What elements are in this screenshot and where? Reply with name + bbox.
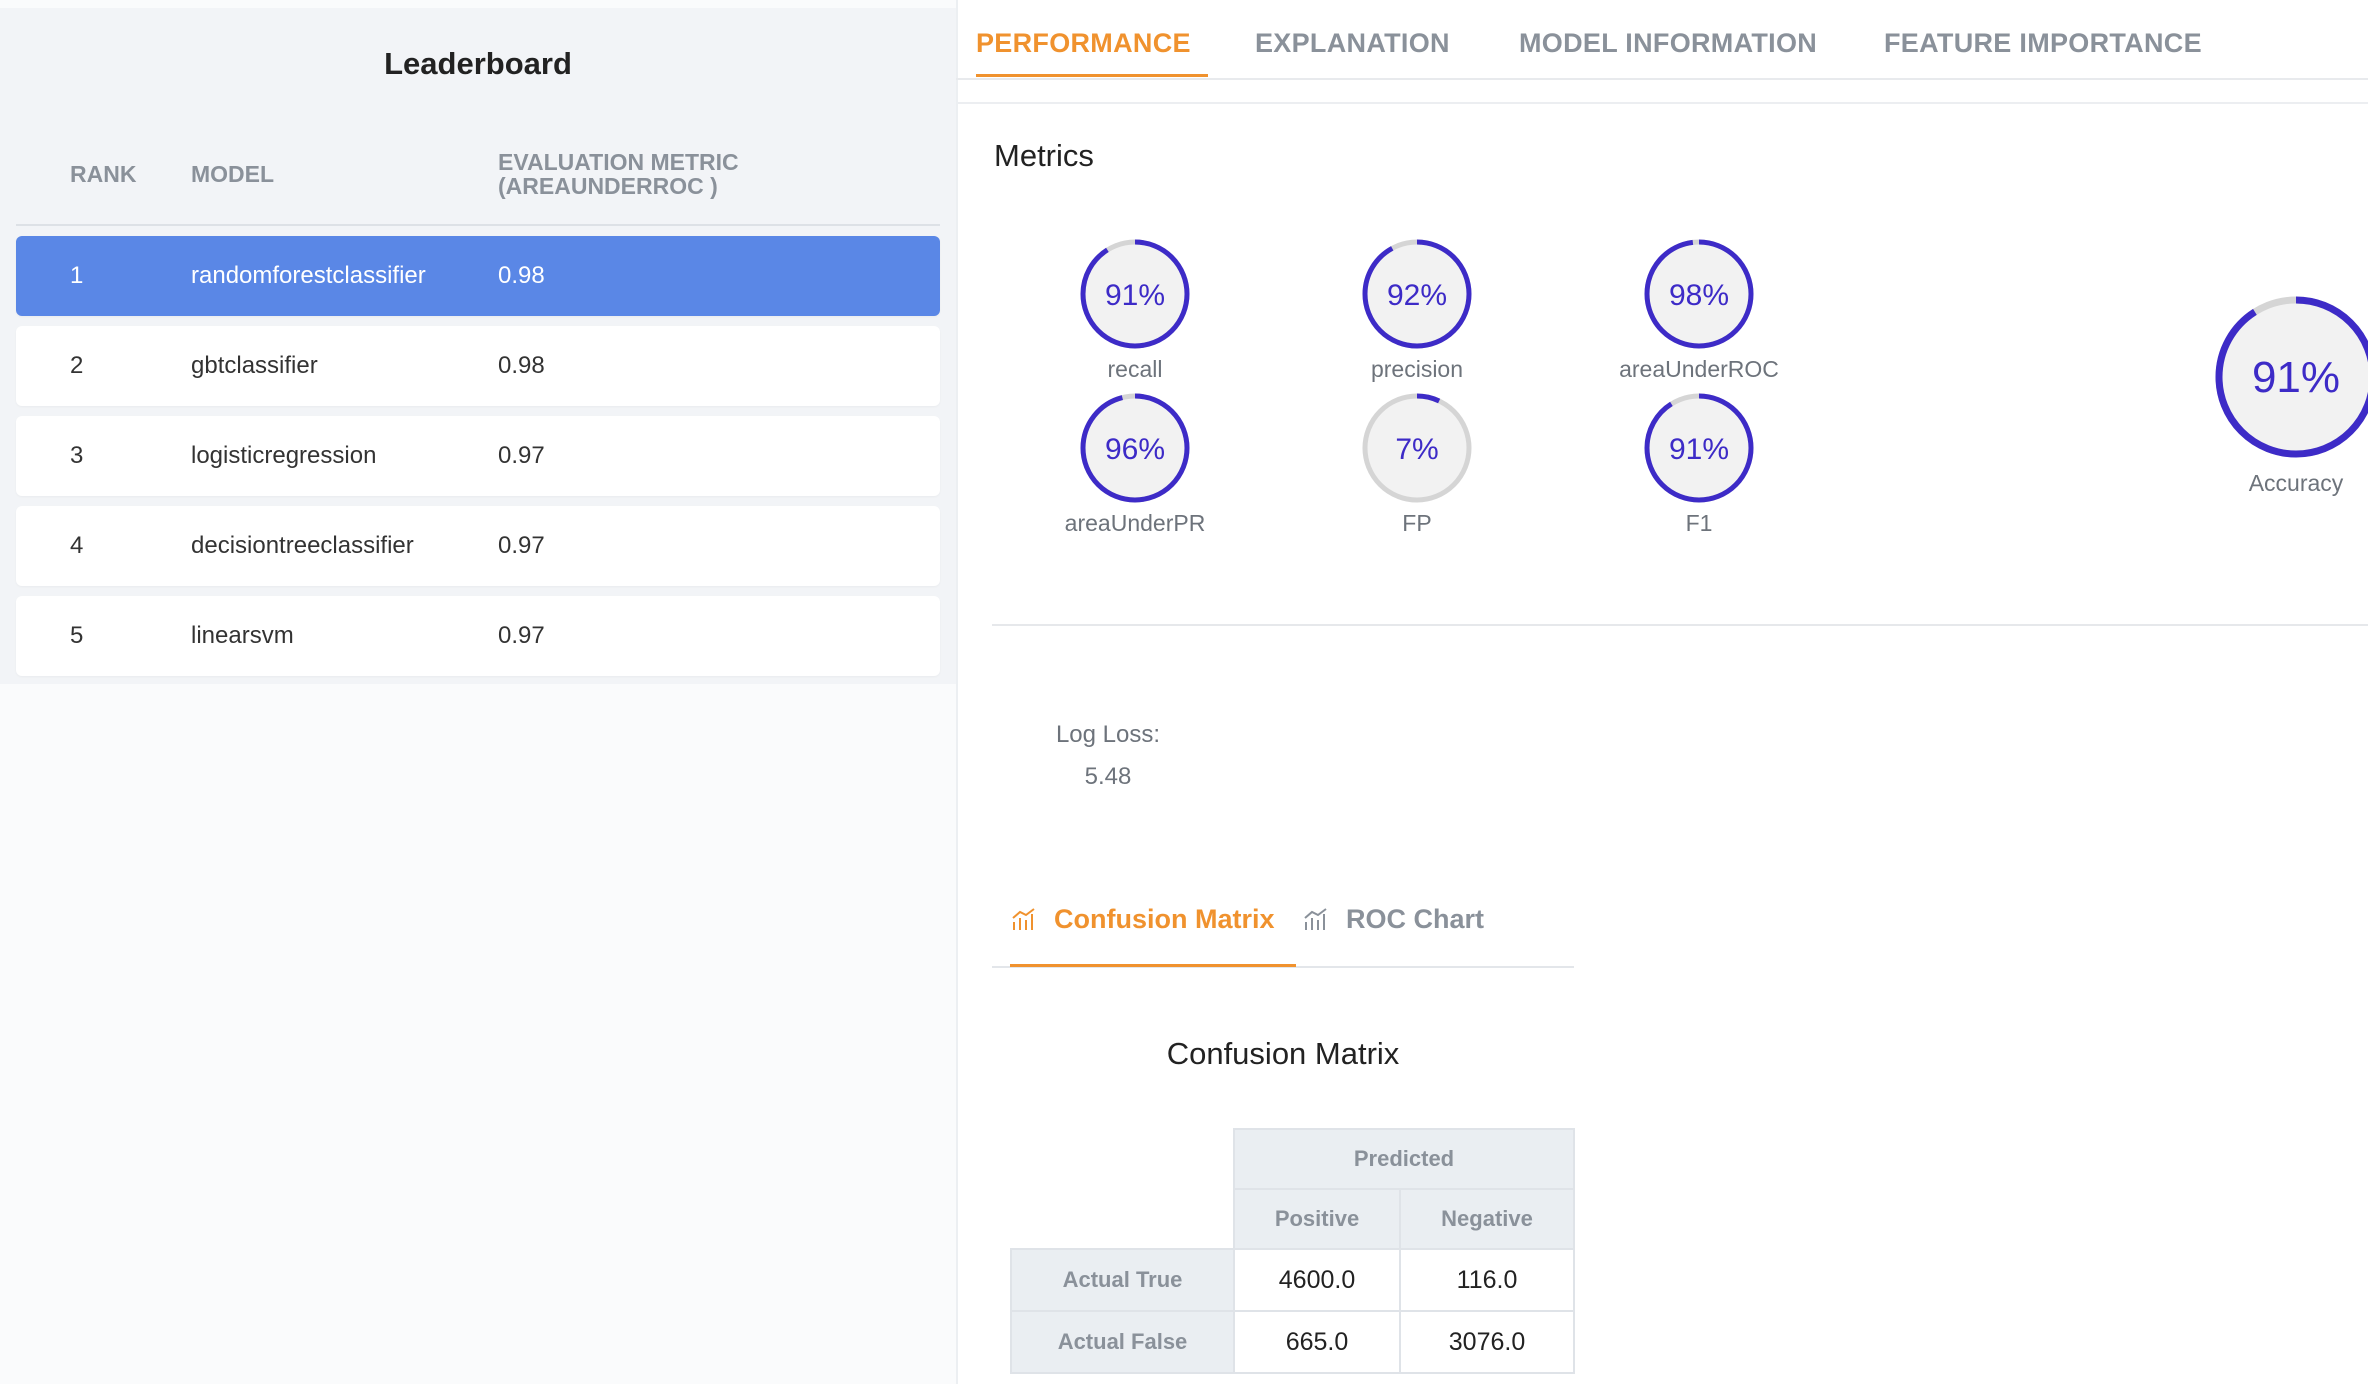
- cm-col-header: Positive: [1233, 1188, 1401, 1250]
- row-rank: 2: [70, 352, 84, 379]
- row-model: decisiontreeclassifier: [191, 532, 414, 559]
- header-metric-line2: (AREAUNDERROC ): [498, 173, 718, 199]
- chart-subtabs: Confusion Matrix ROC Chart: [992, 894, 1574, 968]
- cm-row-header: Actual False: [1010, 1310, 1235, 1374]
- gauge-ring: 92%: [1362, 239, 1472, 349]
- log-loss: Log Loss: 5.48: [1028, 714, 1188, 798]
- gauge-value: 98%: [1669, 279, 1729, 312]
- log-loss-value: 5.48: [1084, 763, 1132, 790]
- metric-gauge-accuracy: 91% Accuracy: [2176, 294, 2368, 497]
- leaderboard-title: Leaderboard: [384, 46, 572, 81]
- header-metric-line1: EVALUATION METRIC: [498, 149, 739, 175]
- cm-predicted-header: Predicted: [1233, 1128, 1575, 1190]
- row-model: gbtclassifier: [191, 352, 318, 379]
- row-metric: 0.97: [498, 532, 545, 559]
- log-loss-label: Log Loss:: [1055, 721, 1161, 748]
- row-metric: 0.98: [498, 262, 545, 289]
- cm-empty-cell: [1011, 1189, 1234, 1249]
- cm-cell: 3076.0: [1399, 1310, 1575, 1374]
- cm-cell: 116.0: [1399, 1248, 1575, 1312]
- gauge-value: 92%: [1387, 279, 1447, 312]
- tab-performance[interactable]: PERFORMANCE: [976, 28, 1191, 58]
- row-model: randomforestclassifier: [191, 262, 426, 289]
- row-model: linearsvm: [191, 622, 294, 649]
- leaderboard-row[interactable]: 4 decisiontreeclassifier 0.97: [16, 506, 940, 586]
- confusion-matrix-title: Confusion Matrix: [1166, 1036, 1400, 1071]
- gauge-label: areaUnderROC: [1619, 356, 1779, 382]
- subtab-roc-chart[interactable]: ROC Chart: [1302, 904, 1484, 935]
- gauge-ring: 91%: [2215, 296, 2368, 458]
- row-rank: 1: [70, 262, 84, 289]
- header-rank: RANK: [70, 161, 137, 187]
- gauge-value: 91%: [1105, 279, 1165, 312]
- gauge-value: 91%: [1669, 433, 1729, 466]
- bar-chart-icon: [1304, 907, 1327, 930]
- gauge-ring: 96%: [1080, 393, 1190, 503]
- metric-gauge-areaunderpr: 96% areaUnderPR: [1035, 390, 1235, 537]
- row-rank: 5: [70, 622, 84, 649]
- subtab-confusion-matrix[interactable]: Confusion Matrix: [1010, 904, 1275, 935]
- metric-gauge-fp: 7% FP: [1317, 390, 1517, 537]
- leaderboard-header: RANK MODEL EVALUATION METRIC (AREAUNDERR…: [16, 114, 940, 226]
- row-model: logisticregression: [191, 442, 377, 469]
- row-metric: 0.97: [498, 442, 545, 469]
- row-metric: 0.97: [498, 622, 545, 649]
- cm-cell: 665.0: [1233, 1310, 1401, 1374]
- gauge-label: areaUnderPR: [1064, 510, 1206, 536]
- subtab-label: ROC Chart: [1346, 904, 1485, 934]
- gauge-ring: 7%: [1362, 393, 1472, 503]
- gauge-label: FP: [1402, 510, 1432, 536]
- metric-gauge-recall: 91% recall: [1035, 236, 1235, 383]
- cm-row-header: Actual True: [1010, 1248, 1235, 1312]
- header-model: MODEL: [191, 161, 275, 187]
- leaderboard-panel: Leaderboard RANK MODEL EVALUATION METRIC…: [0, 0, 958, 1384]
- gauge-ring: 98%: [1644, 239, 1754, 349]
- cm-col-header: Negative: [1399, 1188, 1575, 1250]
- leaderboard-row[interactable]: 1 randomforestclassifier 0.98: [16, 236, 940, 316]
- tab-explanation[interactable]: EXPLANATION: [1255, 28, 1450, 58]
- cm-empty-cell: [1011, 1129, 1234, 1189]
- active-tab-indicator: [976, 74, 1208, 77]
- gauge-value: 96%: [1105, 433, 1165, 466]
- active-subtab-indicator: [1010, 964, 1296, 967]
- tab-feature-importance[interactable]: FEATURE IMPORTANCE: [1884, 28, 2202, 58]
- tab-model-information[interactable]: MODEL INFORMATION: [1519, 28, 1818, 58]
- row-rank: 4: [70, 532, 84, 559]
- leaderboard-row[interactable]: 2 gbtclassifier 0.98: [16, 326, 940, 406]
- gauge-label: precision: [1370, 356, 1464, 382]
- cm-cell: 4600.0: [1233, 1248, 1401, 1312]
- header-metric: EVALUATION METRIC (AREAUNDERROC ): [498, 150, 739, 198]
- gauge-value: 91%: [2252, 353, 2340, 402]
- gauge-label: recall: [1107, 356, 1163, 382]
- row-rank: 3: [70, 442, 84, 469]
- performance-content: Metrics 91% recall 92% precision 98% are…: [958, 102, 2368, 1386]
- section-divider: [992, 624, 2368, 626]
- leaderboard-row[interactable]: 5 linearsvm 0.97: [16, 596, 940, 676]
- confusion-matrix-table: Predicted Positive Negative Actual True …: [1010, 1128, 1575, 1374]
- leaderboard-row[interactable]: 3 logisticregression 0.97: [16, 416, 940, 496]
- metric-gauge-precision: 92% precision: [1317, 236, 1517, 383]
- metric-gauge-f1: 91% F1: [1599, 390, 1799, 537]
- bar-chart-icon: [1012, 907, 1035, 930]
- gauge-ring: 91%: [1644, 393, 1754, 503]
- gauge-ring: 91%: [1080, 239, 1190, 349]
- metric-gauge-areaunderroc: 98% areaUnderROC: [1599, 236, 1799, 383]
- main-tabs: PERFORMANCE EXPLANATION MODEL INFORMATIO…: [956, 0, 2368, 80]
- metrics-title: Metrics: [994, 138, 1094, 173]
- gauge-label: Accuracy: [2248, 470, 2344, 496]
- gauge-label: F1: [1685, 510, 1713, 536]
- subtab-label: Confusion Matrix: [1054, 904, 1275, 934]
- row-metric: 0.98: [498, 352, 545, 379]
- gauge-value: 7%: [1395, 433, 1438, 466]
